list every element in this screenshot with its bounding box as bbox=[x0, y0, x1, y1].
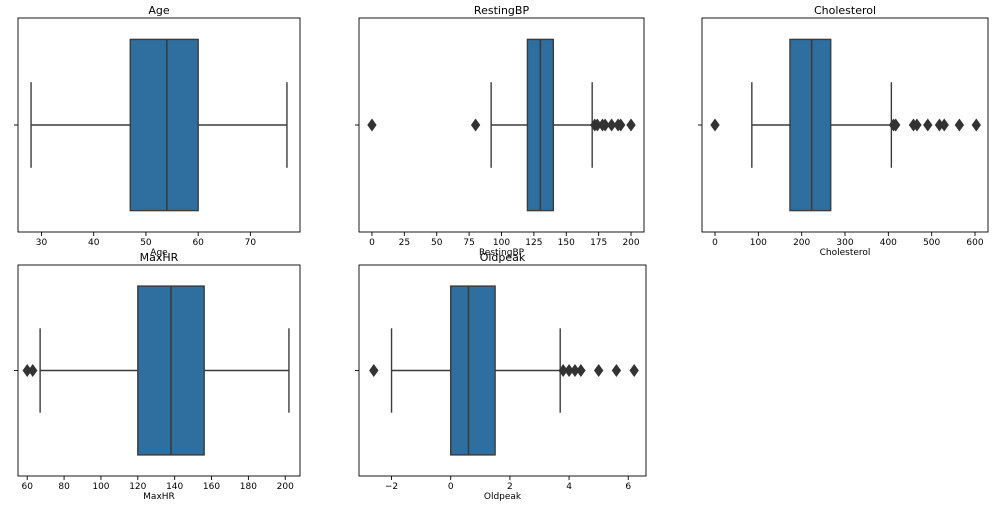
x-tick-label: 70 bbox=[245, 238, 257, 248]
outlier-point bbox=[22, 364, 32, 377]
panel-title: MaxHR bbox=[140, 251, 179, 264]
panel-title: RestingBP bbox=[474, 4, 530, 17]
x-tick-label: 0 bbox=[369, 238, 375, 248]
outlier-point bbox=[369, 364, 379, 377]
panel-restingbp: RestingBP 0 25 50 75 100 125 150 175 200 RestingBP bbox=[355, 4, 645, 258]
outlier-point bbox=[576, 364, 586, 377]
x-tick-label: 175 bbox=[590, 238, 607, 248]
x-tick-label: −2 bbox=[385, 482, 398, 492]
outlier-point bbox=[606, 118, 617, 132]
x-tick-label: 25 bbox=[399, 238, 410, 248]
x-axis-label: Oldpeak bbox=[484, 492, 522, 502]
panel-title: Age bbox=[148, 4, 170, 17]
iqr-box bbox=[129, 38, 199, 212]
x-tick-label: 100 bbox=[92, 482, 109, 492]
x-tick-label: 180 bbox=[240, 482, 257, 492]
outlier-point bbox=[570, 364, 580, 377]
outlier-point bbox=[593, 364, 604, 377]
x-tick-label: 500 bbox=[923, 238, 940, 248]
panel-cholesterol: Cholesterol 0 100 200 300 400 500 600 Cholestero… bbox=[698, 4, 989, 258]
x-tick-label: 100 bbox=[750, 238, 767, 248]
panel-maxhr: MaxHR 60 80 100 120 140 160 180 200 MaxHR bbox=[14, 251, 301, 502]
x-tick-label: 200 bbox=[277, 482, 294, 492]
outlier-point bbox=[710, 118, 720, 132]
x-axis-label: Age bbox=[150, 248, 168, 258]
x-axis-label: Cholesterol bbox=[820, 248, 871, 258]
x-tick-label: 0 bbox=[712, 238, 718, 248]
outlier-point bbox=[600, 118, 610, 132]
outlier-point bbox=[891, 118, 901, 132]
panel-oldpeak: Oldpeak −2 0 2 4 6 Oldpeak bbox=[355, 251, 647, 502]
x-tick-label: 30 bbox=[36, 238, 48, 248]
x-tick-label: 75 bbox=[463, 238, 474, 248]
x-tick-label: 4 bbox=[566, 482, 572, 492]
outlier-point bbox=[629, 364, 639, 377]
panel-title: Cholesterol bbox=[814, 4, 876, 17]
x-tick-label: 40 bbox=[88, 238, 100, 248]
x-tick-label: 0 bbox=[448, 482, 454, 492]
x-tick-label: 140 bbox=[166, 482, 183, 492]
outlier-point bbox=[934, 118, 945, 132]
outlier-point bbox=[912, 118, 922, 132]
panel-age: Age 30 40 50 60 70 Age bbox=[14, 4, 301, 258]
x-axis-label: RestingBP bbox=[479, 248, 525, 258]
iqr-box bbox=[789, 38, 832, 212]
x-tick-label: 400 bbox=[880, 238, 897, 248]
x-tick-label: 60 bbox=[21, 482, 33, 492]
outlier-point bbox=[558, 364, 568, 377]
outlier-point bbox=[592, 118, 603, 132]
x-tick-label: 6 bbox=[625, 482, 631, 492]
x-tick-label: 120 bbox=[129, 482, 146, 492]
panel-title: Oldpeak bbox=[480, 251, 526, 264]
x-tick-label: 200 bbox=[793, 238, 810, 248]
outlier-point bbox=[616, 118, 626, 132]
x-axis-label: MaxHR bbox=[143, 492, 175, 502]
outlier-point bbox=[611, 364, 622, 377]
iqr-box bbox=[450, 285, 496, 456]
outlier-point bbox=[971, 118, 981, 132]
x-tick-label: 200 bbox=[622, 238, 639, 248]
x-tick-label: 80 bbox=[58, 482, 70, 492]
outlier-point bbox=[564, 364, 574, 377]
outlier-point bbox=[470, 118, 481, 132]
outlier-point bbox=[367, 118, 377, 132]
x-tick-label: 160 bbox=[203, 482, 220, 492]
outlier-point bbox=[28, 364, 38, 377]
outlier-point bbox=[939, 118, 949, 132]
x-tick-label: 2 bbox=[507, 482, 513, 492]
x-tick-label: 50 bbox=[431, 238, 443, 248]
x-tick-label: 600 bbox=[966, 238, 983, 248]
x-tick-label: 50 bbox=[140, 238, 152, 248]
x-tick-label: 150 bbox=[558, 238, 575, 248]
x-tick-label: 300 bbox=[836, 238, 853, 248]
x-tick-label: 100 bbox=[493, 238, 510, 248]
outlier-point bbox=[954, 118, 965, 132]
x-tick-label: 60 bbox=[192, 238, 204, 248]
x-tick-label: 125 bbox=[525, 238, 542, 248]
outlier-point bbox=[923, 118, 933, 132]
outlier-point bbox=[626, 118, 636, 132]
